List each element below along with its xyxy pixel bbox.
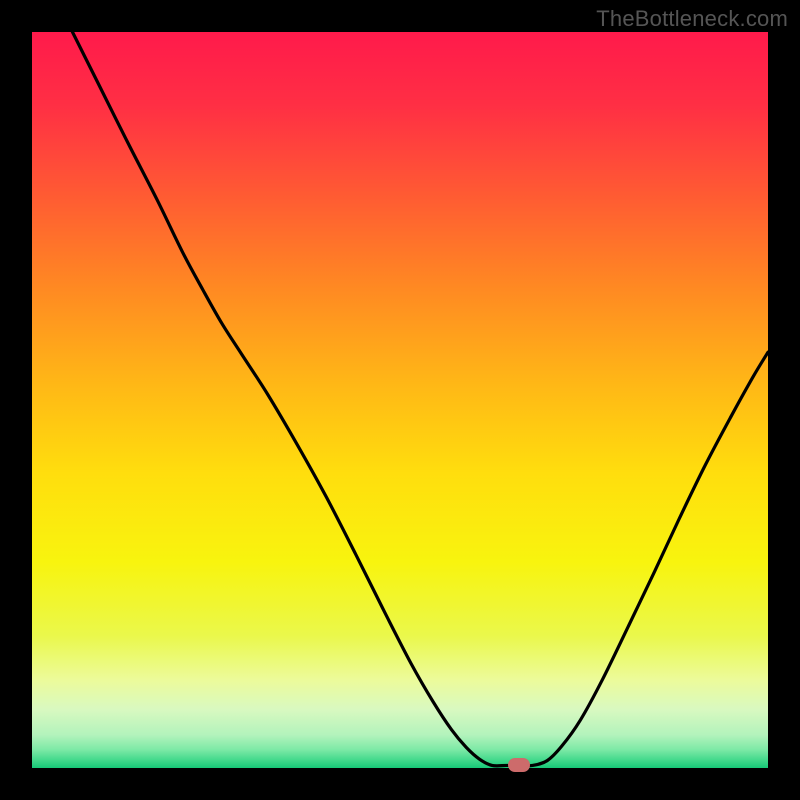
plot-area [32, 32, 768, 768]
bottleneck-curve [32, 32, 768, 768]
chart-frame: TheBottleneck.com [0, 0, 800, 800]
minimum-marker [508, 758, 530, 772]
watermark-text: TheBottleneck.com [596, 6, 788, 32]
